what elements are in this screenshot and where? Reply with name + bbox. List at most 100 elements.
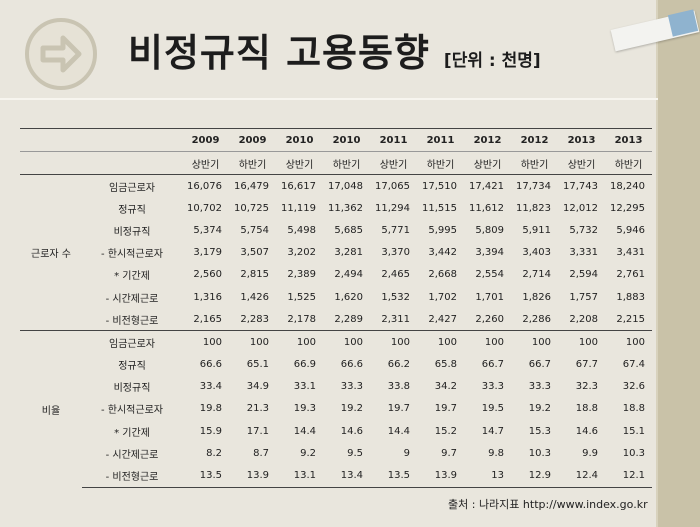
value-cell: 15.9 — [199, 425, 222, 437]
value-cell: 9.8 — [488, 447, 504, 459]
value-cell: 32.6 — [622, 381, 645, 393]
half-header-cell: 상반기 — [464, 151, 511, 175]
value-cell: 8.7 — [253, 447, 269, 459]
row-label: - 한시적근로자 — [101, 405, 163, 417]
row-label: 정규직 — [118, 361, 146, 373]
value-cell: 21.3 — [246, 403, 269, 415]
half-header-cell: 하반기 — [229, 151, 276, 175]
value-cell: 66.6 — [340, 359, 363, 371]
value-cell: 2,178 — [287, 313, 316, 325]
value-cell: 3,507 — [240, 247, 269, 259]
value-cell: 2,427 — [428, 313, 457, 325]
value-cell: 33.1 — [293, 381, 316, 393]
value-cell: 100 — [182, 330, 229, 354]
value-cell: 9.9 — [582, 447, 598, 459]
value-cell: 14.6 — [575, 425, 598, 437]
value-cell: 11,294 — [375, 202, 410, 214]
value-cell: 34.2 — [434, 381, 457, 393]
table-row: 비정규직 33.4 34.9 33.1 33.3 33.8 34.2 33.3 33.3 32.3… — [20, 376, 652, 398]
value-cell: 100 — [417, 330, 464, 354]
value-cell: 2,215 — [616, 313, 645, 325]
value-cell: 3,442 — [428, 247, 457, 259]
year-header-cell: 2011 — [370, 128, 417, 152]
half-header-cell: 하반기 — [605, 151, 652, 175]
year-header-cell: 2012 — [511, 128, 558, 152]
row-label: 임금근로자 — [109, 182, 155, 194]
value-cell: 33.3 — [340, 381, 363, 393]
value-cell: 33.3 — [528, 381, 551, 393]
value-cell: 10,725 — [234, 202, 269, 214]
year-header-row: 2009 2009 2010 2010 2011 2011 2012 2012 2013 2013 — [20, 128, 652, 152]
row-label: - 비전형근로 — [82, 464, 182, 488]
value-cell: 5,732 — [569, 224, 598, 236]
value-cell: 1,701 — [475, 291, 504, 303]
value-cell: 2,311 — [381, 313, 410, 325]
year-header-cell: 2012 — [464, 128, 511, 152]
value-cell: 15.1 — [622, 425, 645, 437]
value-cell: 5,374 — [193, 224, 222, 236]
value-cell: 13.5 — [370, 464, 417, 488]
value-cell: 9.2 — [300, 447, 316, 459]
value-cell: 2,260 — [475, 313, 504, 325]
value-cell: 100 — [323, 330, 370, 354]
value-cell: 18.8 — [575, 403, 598, 415]
value-cell: 16,479 — [234, 180, 269, 192]
year-header-cell: 2011 — [417, 128, 464, 152]
value-cell: 3,403 — [522, 247, 551, 259]
value-cell: 11,612 — [469, 202, 504, 214]
value-cell: 2,283 — [240, 313, 269, 325]
row-label: * 기간제 — [114, 271, 150, 283]
table-row: 비율 임금근로자 100 100 100 100 100 100 100 100 100 100 — [20, 330, 652, 488]
value-cell: 67.7 — [575, 359, 598, 371]
value-cell: 2,815 — [240, 269, 269, 281]
value-cell: 1,883 — [616, 291, 645, 303]
value-cell: 13.5 — [182, 464, 229, 488]
row-label: 정규직 — [118, 204, 146, 216]
table-row: * 기간제 15.9 17.1 14.4 14.6 14.4 15.2 14.7 15.3 14.… — [20, 420, 652, 442]
value-cell: 2,289 — [334, 313, 363, 325]
value-cell: 13.1 — [276, 464, 323, 488]
value-cell: 3,370 — [381, 247, 410, 259]
value-cell: 3,179 — [193, 247, 222, 259]
value-cell: 66.7 — [528, 359, 551, 371]
value-cell: 19.2 — [340, 403, 363, 415]
value-cell: 14.4 — [387, 425, 410, 437]
value-cell: 66.2 — [387, 359, 410, 371]
value-cell: 12.9 — [511, 464, 558, 488]
value-cell: 5,995 — [428, 224, 457, 236]
row-label: - 비전형근로 — [105, 315, 159, 327]
value-cell: 33.4 — [199, 381, 222, 393]
page-title: 비정규직 고용동향 [단위 : 천명] — [128, 22, 541, 82]
value-cell: 17,048 — [328, 180, 363, 192]
value-cell: 100 — [370, 330, 417, 354]
table-row: * 기간제 2,560 2,815 2,389 2,494 2,465 2,668 2,554… — [20, 264, 652, 286]
half-header-cell: 하반기 — [417, 151, 464, 175]
table-row: - 한시적근로자 3,179 3,507 3,202 3,281 3,370 3,442 3,… — [20, 242, 652, 264]
value-cell: 10.3 — [528, 447, 551, 459]
table-row: - 비전형근로 13.5 13.9 13.1 13.4 13.5 13.9 13 12.9 12.… — [20, 464, 652, 488]
value-cell: 3,281 — [334, 247, 363, 259]
value-cell: 17,065 — [375, 180, 410, 192]
value-cell: 33.3 — [481, 381, 504, 393]
value-cell: 12.4 — [558, 464, 605, 488]
year-header-cell: 2009 — [229, 128, 276, 152]
table-row: - 한시적근로자 19.8 21.3 19.3 19.2 19.7 19.7 19.5 19.2… — [20, 398, 652, 420]
row-label: 비정규직 — [113, 226, 151, 238]
value-cell: 33.8 — [387, 381, 410, 393]
value-cell: 34.9 — [246, 381, 269, 393]
value-cell: 13.4 — [323, 464, 370, 488]
table-row: 정규직 66.6 65.1 66.9 66.6 66.2 65.8 66.7 66.7 67.7 6… — [20, 354, 652, 376]
table-row: - 시간제근로 1,316 1,426 1,525 1,620 1,532 1,702 1,7… — [20, 286, 652, 308]
value-cell: 17,510 — [422, 180, 457, 192]
value-cell: 14.7 — [481, 425, 504, 437]
row-label: - 시간제근로 — [105, 449, 159, 461]
value-cell: 1,826 — [522, 291, 551, 303]
value-cell: 9 — [403, 447, 410, 459]
value-cell: 11,119 — [281, 202, 316, 214]
value-cell: 19.3 — [293, 403, 316, 415]
value-cell: 13.9 — [417, 464, 464, 488]
value-cell: 10,702 — [187, 202, 222, 214]
value-cell: 2,714 — [522, 269, 551, 281]
value-cell: 2,761 — [616, 269, 645, 281]
row-label: 임금근로자 — [82, 330, 182, 354]
